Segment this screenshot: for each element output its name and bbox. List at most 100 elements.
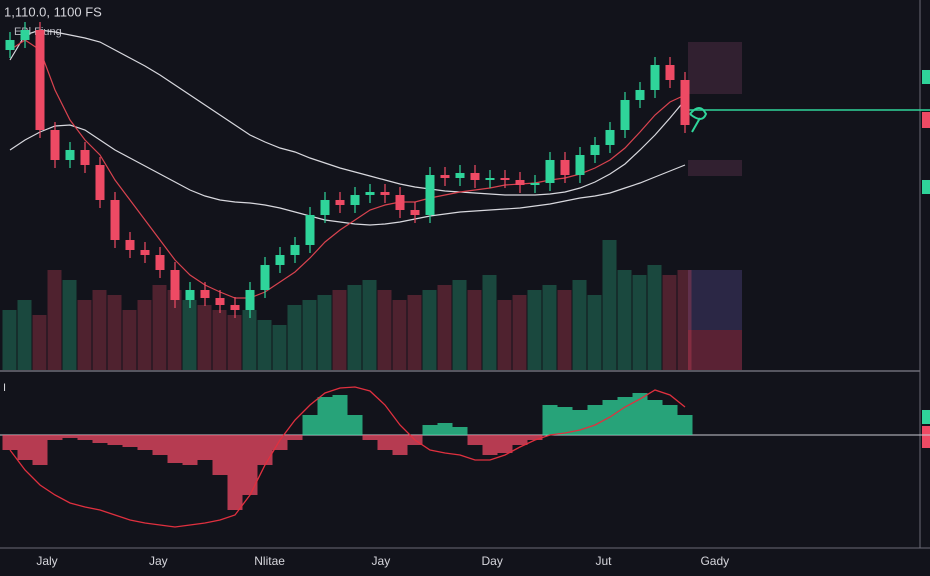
axis-marker: [922, 70, 930, 84]
signal-line: [9, 386, 686, 528]
x-tick-label: Jut: [595, 554, 612, 568]
candle-body: [110, 200, 120, 240]
histogram-bar: [452, 427, 468, 435]
volume-bar: [437, 285, 452, 370]
histogram-bar: [617, 397, 633, 435]
candle-body: [680, 80, 690, 125]
volume-bar: [572, 280, 587, 370]
candle-body: [485, 178, 495, 180]
candle-body: [95, 165, 105, 200]
candle-body: [35, 30, 45, 130]
candle-body: [170, 270, 180, 300]
histogram-bar: [197, 435, 213, 460]
x-tick-label: Jay: [372, 554, 391, 568]
zone: [688, 160, 742, 176]
icon: [689, 107, 708, 133]
histogram-bar: [317, 397, 333, 435]
histogram-bar: [2, 435, 18, 450]
volume-bar: [587, 295, 602, 370]
candle-body: [590, 145, 600, 155]
candle-body: [575, 155, 585, 175]
volume-bar: [362, 280, 377, 370]
candle-body: [380, 192, 390, 195]
histogram-bar: [527, 435, 543, 440]
axis-marker: [922, 410, 930, 424]
volume-bar: [62, 280, 77, 370]
candle-body: [515, 180, 525, 185]
histogram-bar: [512, 435, 528, 445]
zone: [688, 42, 742, 94]
volume-bar: [497, 300, 512, 370]
histogram-bar: [182, 435, 198, 465]
volume-bar: [467, 290, 482, 370]
volume-bar: [92, 290, 107, 370]
candle-body: [665, 65, 675, 80]
candle-body: [500, 178, 510, 180]
histogram-bar: [257, 435, 273, 465]
candle-body: [455, 173, 465, 178]
volume-bar: [17, 300, 32, 370]
volume-bar: [272, 325, 287, 370]
candle-body: [20, 30, 30, 40]
candle-body: [605, 130, 615, 145]
volume-bar: [482, 275, 497, 370]
histogram-bar: [497, 435, 513, 453]
volume-bar: [107, 295, 122, 370]
histogram-bar: [587, 405, 603, 435]
volume-bar: [347, 285, 362, 370]
histogram-bar: [287, 435, 303, 440]
histogram-bar: [482, 435, 498, 455]
candle-body: [440, 175, 450, 178]
moving-average: [9, 39, 686, 299]
volume-bar: [77, 300, 92, 370]
histogram-bar: [557, 407, 573, 435]
volume-bar: [452, 280, 467, 370]
moving-average: [9, 29, 686, 196]
histogram-bar: [362, 435, 378, 440]
histogram-bar: [62, 435, 78, 438]
histogram-bar: [542, 405, 558, 435]
volume-bar: [617, 270, 632, 370]
candle-body: [650, 65, 660, 90]
axis-marker: [922, 112, 930, 128]
x-tick-label: Nlitae: [254, 554, 285, 568]
volume-bar: [407, 295, 422, 370]
candle-body: [350, 195, 360, 205]
candle-body: [230, 305, 240, 310]
histogram-bar: [137, 435, 153, 450]
x-tick-label: Jay: [149, 554, 168, 568]
x-tick-label: Jaly: [36, 554, 57, 568]
candle-body: [365, 192, 375, 195]
histogram-bar: [77, 435, 93, 440]
histogram-bar: [107, 435, 123, 445]
x-tick-label: Day: [482, 554, 503, 568]
volume-bar: [527, 290, 542, 370]
volume-bar: [32, 315, 47, 370]
x-tick-label: Gady: [700, 554, 729, 568]
volume-bar: [332, 290, 347, 370]
candle-body: [215, 298, 225, 305]
volume-bar: [122, 310, 137, 370]
candle-body: [200, 290, 210, 298]
histogram-bar: [422, 425, 438, 435]
histogram-bar: [677, 415, 693, 435]
histogram-bar: [242, 435, 258, 495]
candle-body: [560, 160, 570, 175]
volume-bar: [2, 310, 17, 370]
moving-average: [9, 124, 686, 226]
candle-body: [5, 40, 15, 50]
volume-bar: [542, 285, 557, 370]
volume-bar: [47, 270, 62, 370]
candle-body: [140, 250, 150, 255]
volume-bar: [257, 320, 272, 370]
histogram-bar: [17, 435, 33, 460]
volume-bar: [677, 270, 692, 370]
histogram-bar: [377, 435, 393, 450]
volume-bar: [197, 305, 212, 370]
candle-body: [545, 160, 555, 183]
volume-bar: [377, 290, 392, 370]
volume-bar: [167, 290, 182, 370]
volume-bar: [317, 295, 332, 370]
